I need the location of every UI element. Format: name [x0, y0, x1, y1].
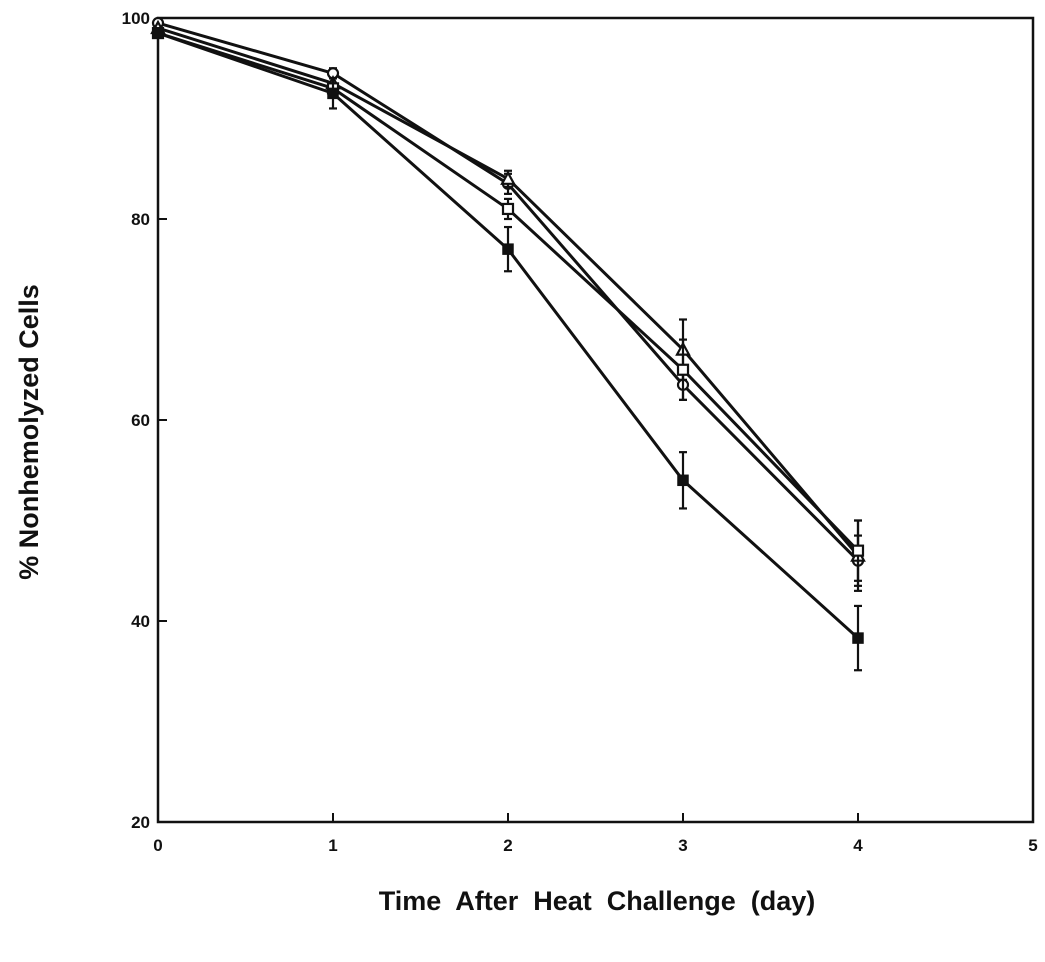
y-tick-label-1: 40: [131, 612, 150, 631]
x-axis-label: Time After Heat Challenge (day): [379, 886, 816, 916]
series-3-point-0: [152, 27, 164, 39]
y-tick-label-3: 80: [131, 210, 150, 229]
y-tick-label-2: 60: [131, 411, 150, 430]
series-3: [152, 27, 864, 672]
plot-frame: [156, 16, 1035, 824]
x-tick-label-3: 3: [678, 836, 687, 855]
series-1-line: [157, 26, 860, 557]
series-3-line: [157, 31, 860, 640]
series-2-point-2: [501, 202, 515, 216]
y-tick-label-4: 100: [122, 9, 150, 28]
series-3-point-2: [502, 243, 514, 255]
series-2-line: [157, 31, 860, 552]
series-2-point-4: [851, 544, 865, 557]
x-tick-label-4: 4: [853, 836, 863, 855]
series-2: [151, 26, 865, 582]
plot-axes: 0 1 2 3 4 5 20 40 60 80 100: [122, 9, 1038, 855]
y-axis-label: % Nonhemolyzed Cells: [14, 284, 44, 580]
series-3-point-4: [852, 632, 864, 644]
x-tick-label-1: 1: [328, 836, 337, 855]
y-tick-label-0: 20: [131, 813, 150, 832]
series-1: [150, 19, 866, 592]
series-0-line: [157, 21, 860, 562]
x-tick-label-2: 2: [503, 836, 512, 855]
plot-series: [150, 16, 866, 672]
series-3-point-3: [677, 474, 689, 487]
series-2-point-3: [676, 363, 690, 376]
series-3-point-1: [327, 87, 339, 100]
series-0: [151, 16, 865, 587]
x-tick-label-0: 0: [153, 836, 162, 855]
x-tick-label-5: 5: [1028, 836, 1037, 855]
series-1-point-2: [500, 170, 516, 185]
